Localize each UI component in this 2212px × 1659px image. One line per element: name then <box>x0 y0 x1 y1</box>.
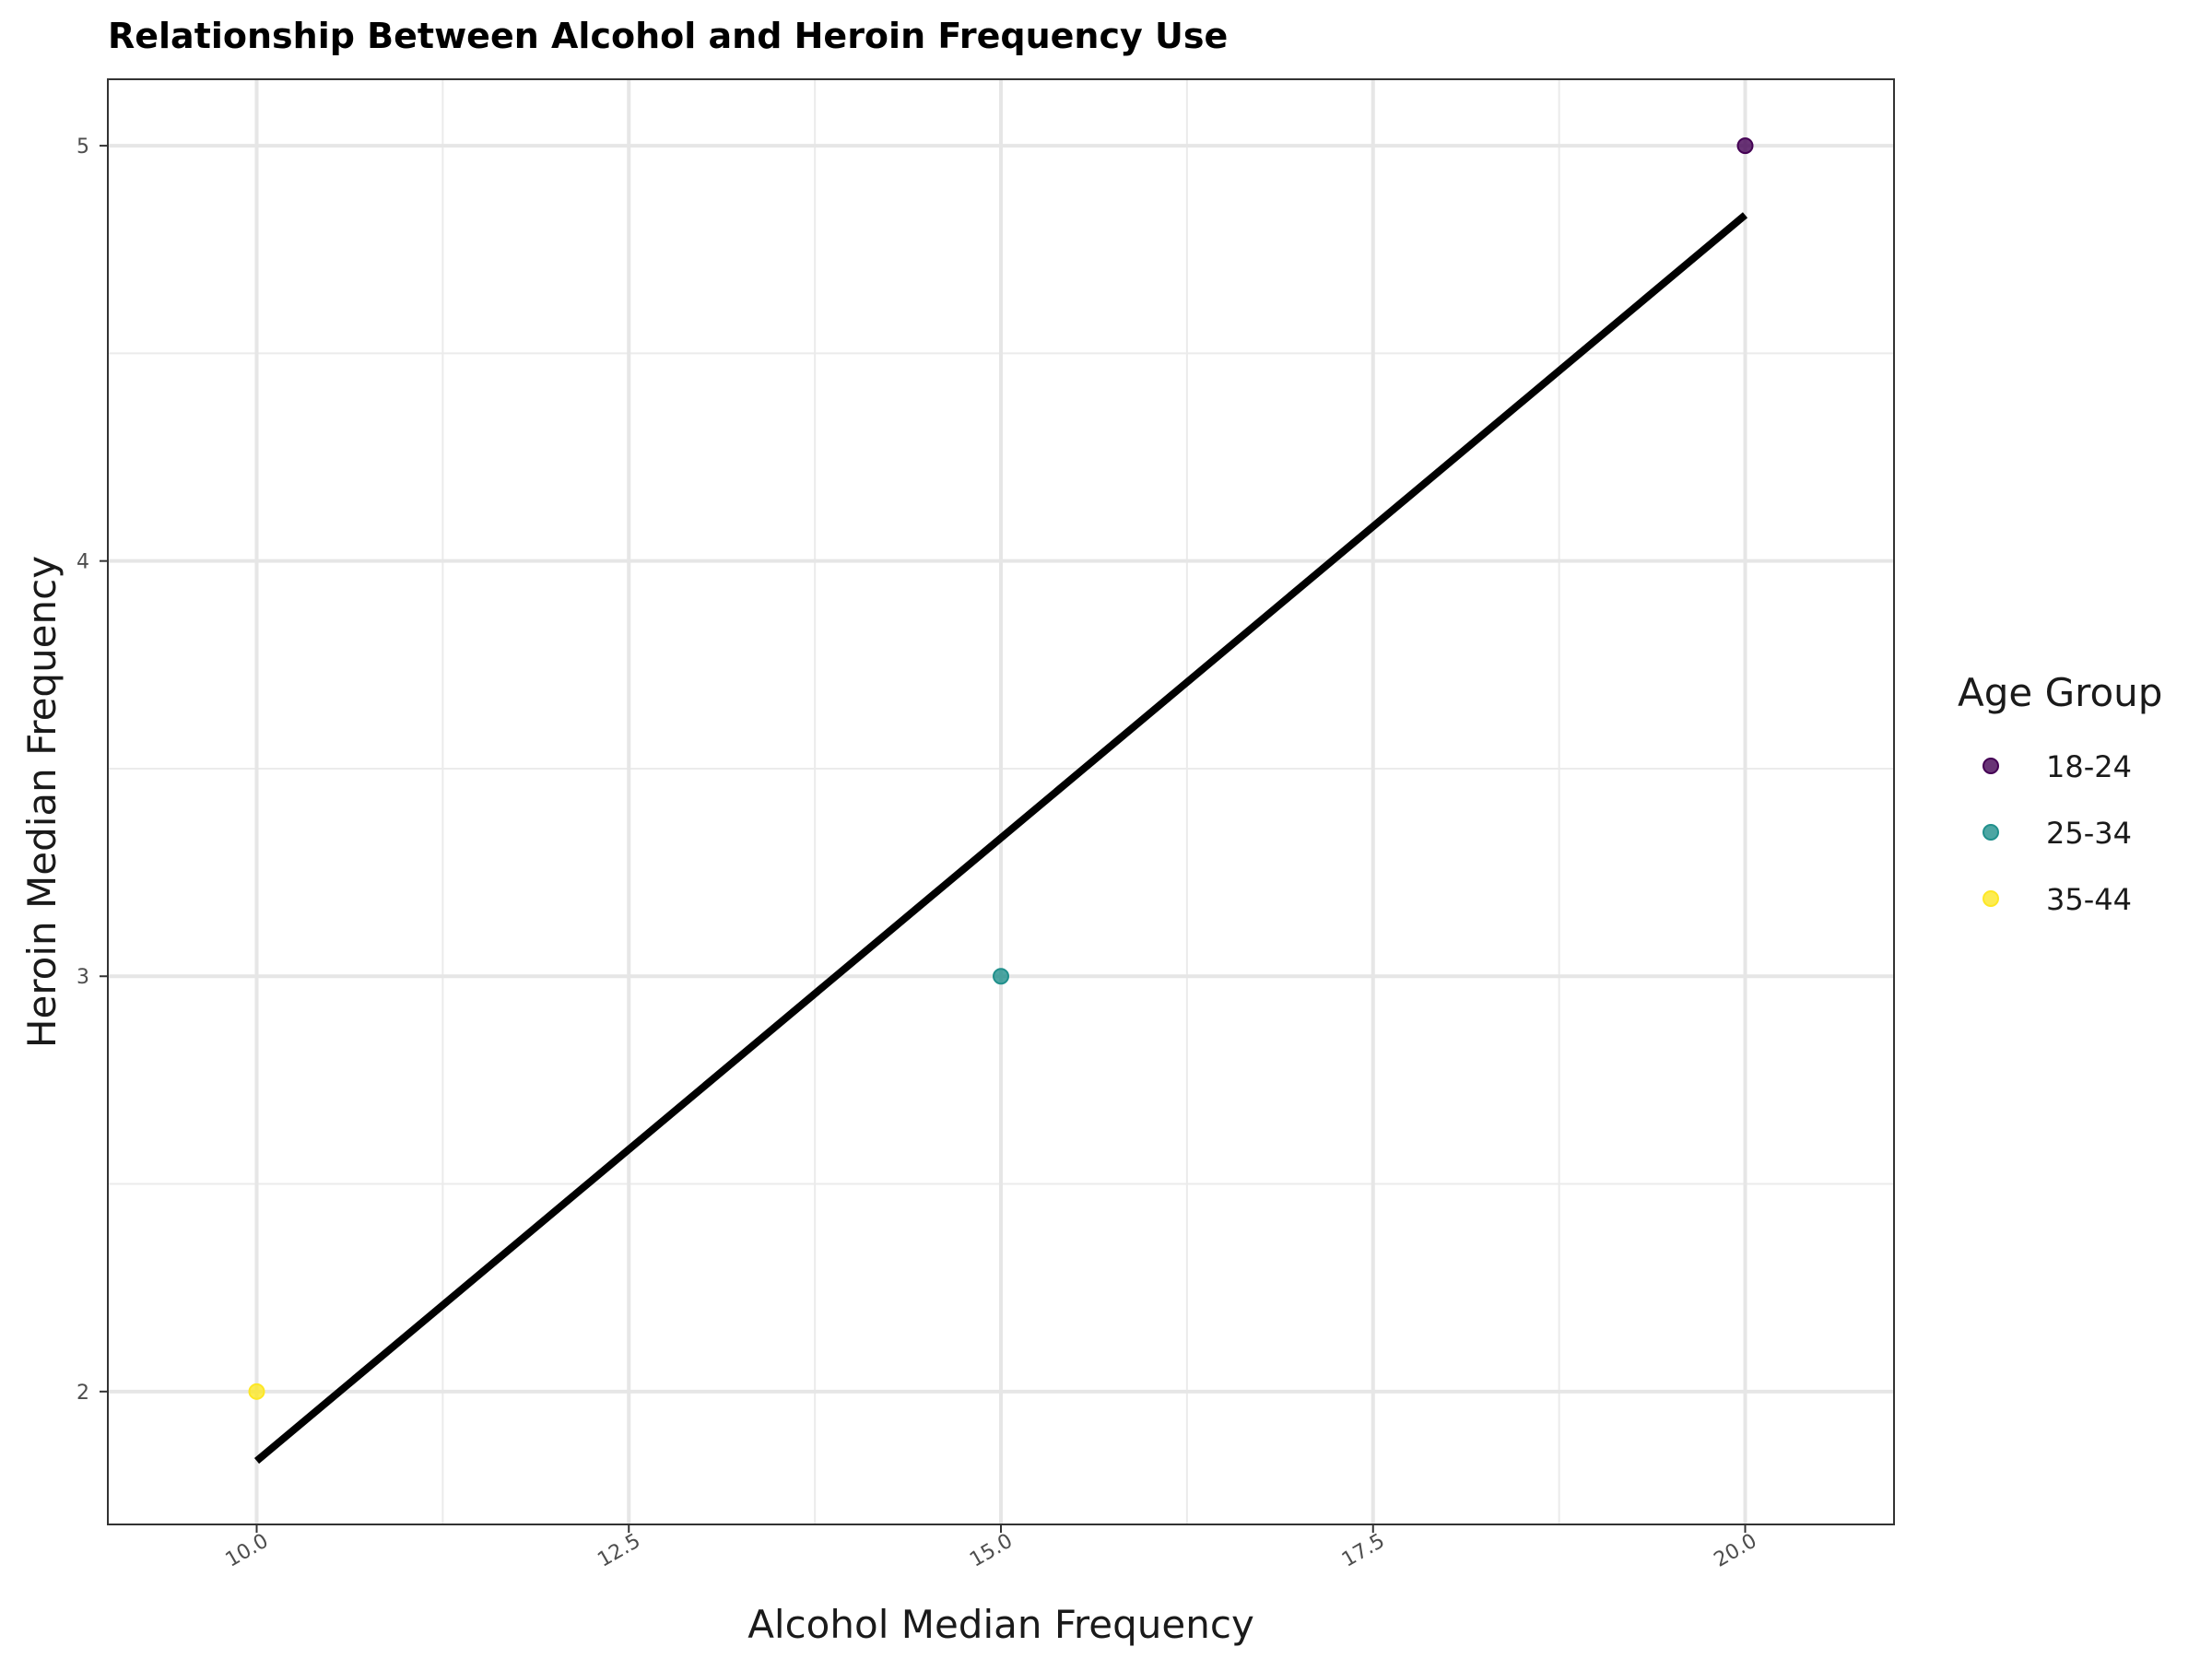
x-tick-label: 20.0 <box>1711 1530 1761 1572</box>
y-axis-title: Heroin Median Frequency <box>19 556 65 1048</box>
y-tick-label: 5 <box>76 135 89 159</box>
legend-title: Age Group <box>1958 670 2162 715</box>
x-axis-ticks: 10.0 12.5 15.0 17.5 20.0 <box>222 1524 1761 1572</box>
y-tick-label: 3 <box>76 966 89 989</box>
trend-line <box>253 212 1748 1465</box>
legend: Age Group 18-24 25-34 35-44 <box>1958 670 2162 917</box>
legend-key <box>1983 758 1999 774</box>
x-tick-label: 10.0 <box>222 1530 273 1572</box>
legend-items: 18-24 25-34 35-44 <box>1983 749 2132 917</box>
legend-label: 35-44 <box>2046 882 2132 917</box>
x-axis-title: Alcohol Median Frequency <box>747 1602 1254 1647</box>
legend-label: 18-24 <box>2046 749 2132 784</box>
legend-key <box>1983 824 1999 841</box>
x-tick-label: 15.0 <box>966 1530 1017 1572</box>
trend-line-group <box>253 212 1748 1465</box>
x-tick-label: 17.5 <box>1338 1530 1389 1572</box>
y-tick-label: 2 <box>76 1382 89 1405</box>
y-tick-label: 4 <box>76 551 89 574</box>
chart-title: Relationship Between Alcohol and Heroin … <box>108 16 1228 56</box>
y-axis-ticks: 2 3 4 5 <box>76 135 108 1405</box>
data-points <box>248 137 1754 1400</box>
data-point <box>248 1382 265 1400</box>
data-point <box>993 968 1009 985</box>
legend-key <box>1983 890 1999 907</box>
data-point <box>1736 137 1754 155</box>
legend-label: 25-34 <box>2046 816 2132 851</box>
x-tick-label: 12.5 <box>594 1530 644 1572</box>
